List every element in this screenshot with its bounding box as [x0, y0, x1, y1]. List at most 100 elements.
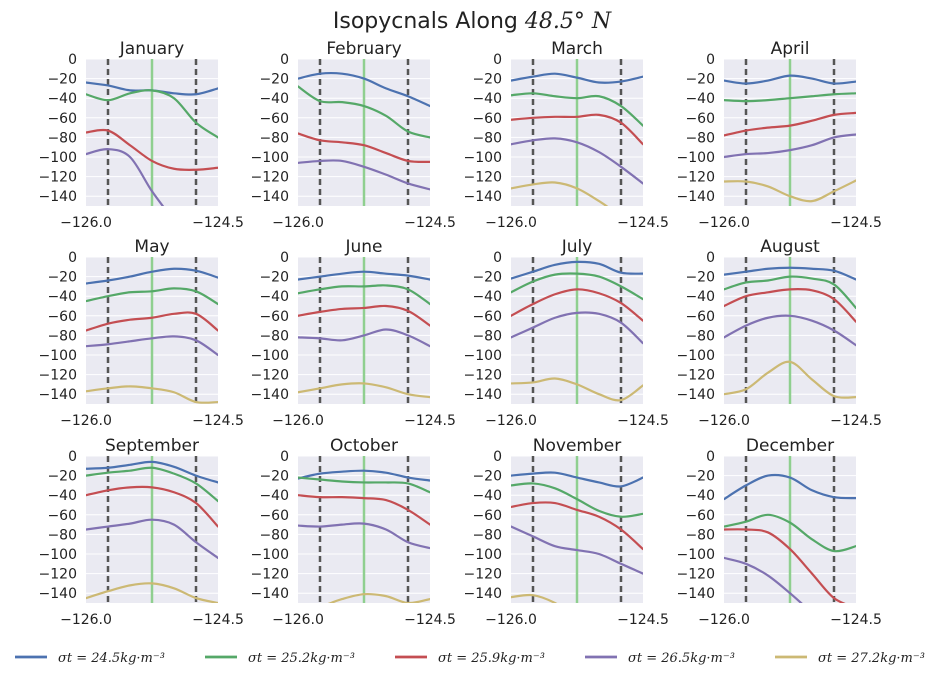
x-tick-label: −124.5 [830, 612, 882, 628]
y-tick-label: −140 [677, 189, 715, 205]
y-tick-label: 0 [280, 250, 289, 266]
y-tick-label: −120 [464, 567, 502, 583]
y-tick-label: −100 [677, 547, 715, 563]
legend-entry-5: σt = 27.2kg·m⁻³ [775, 651, 925, 666]
y-tick-label: −60 [472, 508, 502, 524]
y-tick-label: −120 [251, 170, 289, 186]
figure-title-math: 48.5° N [524, 9, 612, 34]
legend-label: σt = 25.2kg·m⁻³ [248, 651, 355, 666]
x-tick-label: −124.5 [192, 413, 244, 429]
panels-grid: January 0 −20 −40 −60 −80 −100 −120 −140 −126.0 −1… [39, 39, 882, 628]
x-tick-label: −126.0 [60, 413, 112, 429]
series-line-4 [298, 328, 430, 348]
x-tick-label: −124.5 [830, 215, 882, 231]
y-tick-label: −100 [677, 348, 715, 364]
series-line-3 [511, 288, 643, 322]
y-tick-label: −60 [47, 309, 77, 325]
panel-title: September [105, 436, 199, 456]
y-tick-label: −60 [259, 111, 289, 127]
x-tick-label: −124.5 [404, 215, 456, 231]
y-tick-label: −120 [39, 567, 77, 583]
y-tick-label: −60 [47, 508, 77, 524]
y-tick-label: −40 [259, 488, 289, 504]
x-tick-label: −126.0 [485, 215, 537, 231]
y-tick-label: −140 [39, 387, 77, 403]
y-tick-label: 0 [493, 449, 502, 465]
series-line-2 [86, 466, 218, 503]
panel-december: December 0 −20 −40 −60 −80 −100 −120 −140 −126.0 −… [677, 436, 882, 628]
series-line-1 [86, 460, 218, 484]
y-tick-label: −120 [677, 170, 715, 186]
series-line-4 [511, 137, 643, 185]
plot-area [724, 59, 856, 206]
panel-april: April 0 −20 −40 −60 −80 −100 −120 −140 −126.0 −124… [677, 39, 882, 231]
x-tick-label: −126.0 [272, 612, 324, 628]
x-tick-label: −124.5 [617, 612, 669, 628]
y-tick-label: −140 [464, 387, 502, 403]
y-tick-label: −100 [251, 150, 289, 166]
figure-title: Isopycnals Along 48.5° N [333, 9, 612, 34]
legend-entry-3: σt = 25.9kg·m⁻³ [395, 651, 545, 666]
y-tick-label: −20 [472, 469, 502, 485]
legend-label: σt = 24.5kg·m⁻³ [58, 651, 165, 666]
y-tick-label: −140 [39, 586, 77, 602]
series-line-2 [511, 272, 643, 301]
y-tick-label: −100 [464, 150, 502, 166]
series-line-1 [724, 74, 856, 85]
y-tick-label: 0 [493, 250, 502, 266]
y-tick-label: −80 [472, 130, 502, 146]
x-tick-label: −126.0 [272, 413, 324, 429]
panel-title: August [760, 237, 820, 257]
series-line-4 [86, 148, 165, 206]
y-tick-label: −140 [39, 189, 77, 205]
y-tick-label: −140 [464, 189, 502, 205]
series-line-2 [724, 92, 856, 103]
y-tick-label: −20 [259, 270, 289, 286]
series-line-4 [724, 133, 856, 159]
series-line-3 [86, 485, 218, 528]
series-line-3 [724, 528, 846, 603]
y-tick-label: −140 [464, 586, 502, 602]
series-line-1 [724, 266, 856, 281]
series-line-4 [511, 525, 643, 575]
y-tick-label: −60 [685, 508, 715, 524]
y-tick-label: 0 [706, 52, 715, 68]
series-line-2 [298, 85, 430, 139]
series-line-2 [86, 287, 218, 306]
y-tick-label: −140 [251, 189, 289, 205]
series-line-2 [511, 92, 643, 127]
y-tick-label: −100 [39, 547, 77, 563]
y-tick-label: −20 [685, 270, 715, 286]
y-tick-label: −120 [464, 368, 502, 384]
series-line-4 [86, 518, 218, 560]
series-line-4 [724, 314, 856, 347]
legend-entry-2: σt = 25.2kg·m⁻³ [205, 651, 355, 666]
y-tick-label: −120 [251, 368, 289, 384]
series-line-4 [298, 522, 430, 550]
series-line-2 [86, 89, 218, 139]
series-line-5 [511, 181, 609, 206]
panel-february: February 0 −20 −40 −60 −80 −100 −120 −140 −126.0 −… [251, 39, 456, 231]
series-line-5 [511, 377, 643, 402]
x-tick-label: −126.0 [698, 413, 750, 429]
series-line-5 [724, 179, 856, 203]
y-tick-label: −80 [47, 527, 77, 543]
y-tick-label: −60 [259, 508, 289, 524]
plot-area [298, 59, 430, 206]
series-line-3 [86, 128, 218, 171]
y-tick-label: 0 [706, 250, 715, 266]
series-line-1 [298, 71, 430, 108]
panel-title: May [134, 237, 169, 257]
y-tick-label: −60 [472, 309, 502, 325]
y-tick-label: −60 [685, 111, 715, 127]
series-line-3 [298, 304, 430, 327]
y-tick-label: −140 [251, 387, 289, 403]
y-tick-label: −100 [464, 348, 502, 364]
x-tick-label: −126.0 [485, 612, 537, 628]
y-tick-label: −20 [472, 72, 502, 88]
y-tick-label: −80 [259, 527, 289, 543]
plot-area [724, 456, 856, 603]
y-tick-label: −80 [685, 130, 715, 146]
y-tick-label: −20 [259, 469, 289, 485]
